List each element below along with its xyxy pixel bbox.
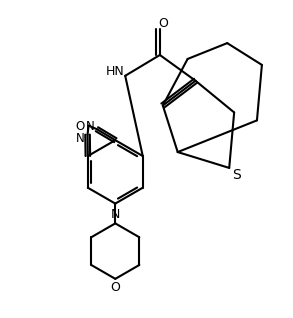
Text: HN: HN bbox=[106, 65, 125, 78]
Text: O: O bbox=[158, 17, 168, 30]
Text: N: N bbox=[76, 132, 85, 145]
Text: N: N bbox=[111, 208, 120, 221]
Text: S: S bbox=[232, 168, 241, 182]
Text: O: O bbox=[75, 120, 84, 133]
Text: O: O bbox=[110, 281, 120, 294]
Text: N: N bbox=[86, 120, 94, 133]
